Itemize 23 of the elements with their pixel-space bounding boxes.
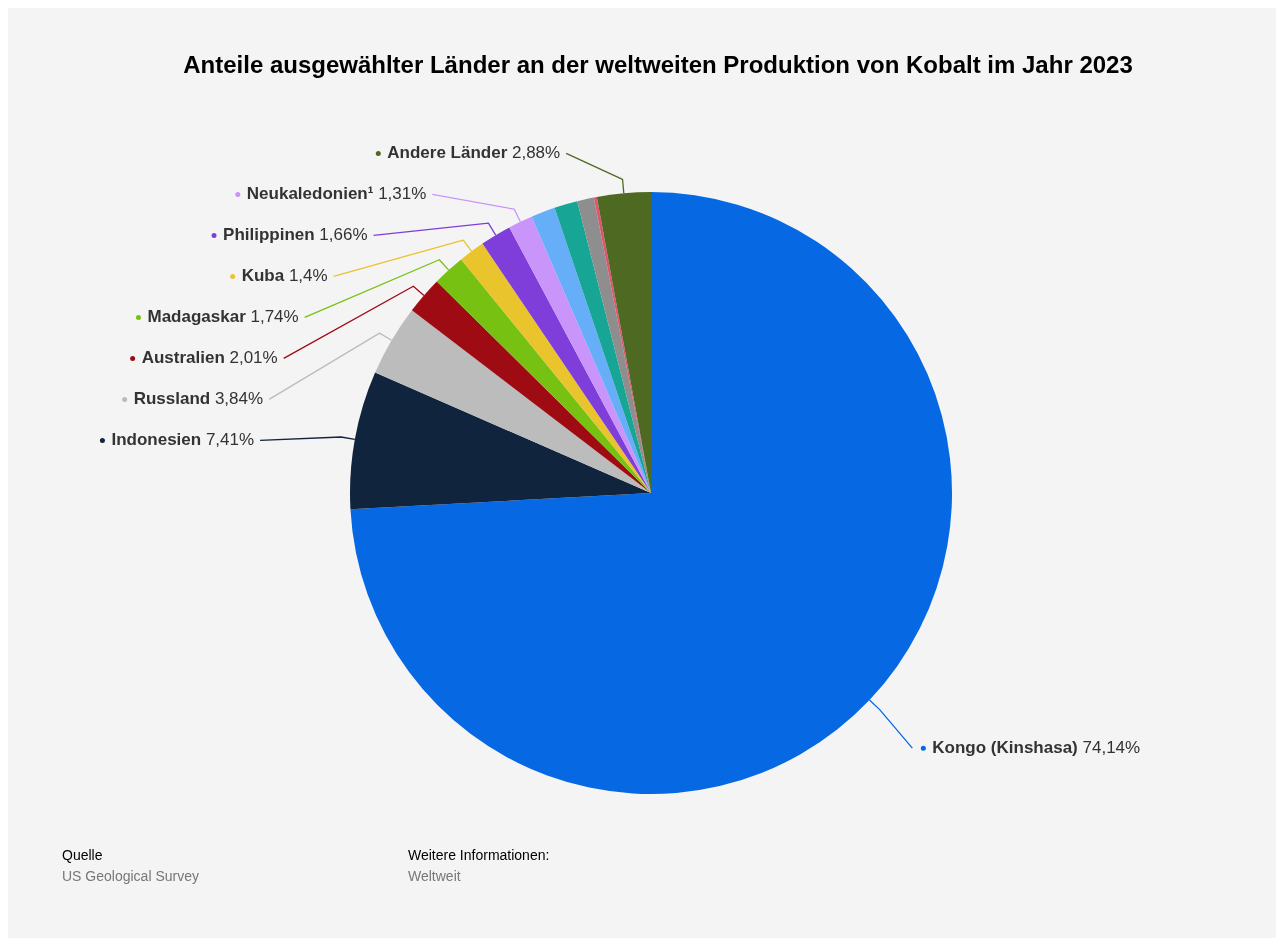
data-label: 2,88% [511,143,561,163]
data-label: 74,14% [1082,737,1141,757]
data-label: 7,41% [205,430,255,450]
data-label: 1,66% [319,225,368,245]
slice-label: Andere Länder [387,143,508,163]
text: US Geological Survey [62,867,199,886]
text: Weitere Informationen: [408,846,550,865]
slice-label: Australien [141,348,225,368]
data-label: 1,31% [378,184,427,204]
data-label: 3,84% [214,389,264,409]
slice-label: Neukaledonien¹ [246,184,374,204]
slice-label: Philippinen [223,225,315,245]
slice-label: Kongo (Kinshasa) [932,737,1078,757]
data-label: 2,01% [229,348,278,368]
data-label: 1,74% [250,307,299,327]
slice-label: Russland [133,389,211,409]
chart-title: Anteile ausgewählter Länder an der weltweiten Produktion von Kobalt im Jahr 2023 [182,50,1134,80]
slice-label: Madagaskar [147,307,247,327]
slice-label: Indonesien [111,430,202,450]
text: Quelle [62,846,103,865]
slice-label: Kuba [241,266,285,286]
text: Weltweit [408,867,461,886]
data-label: 1,4% [288,266,328,286]
